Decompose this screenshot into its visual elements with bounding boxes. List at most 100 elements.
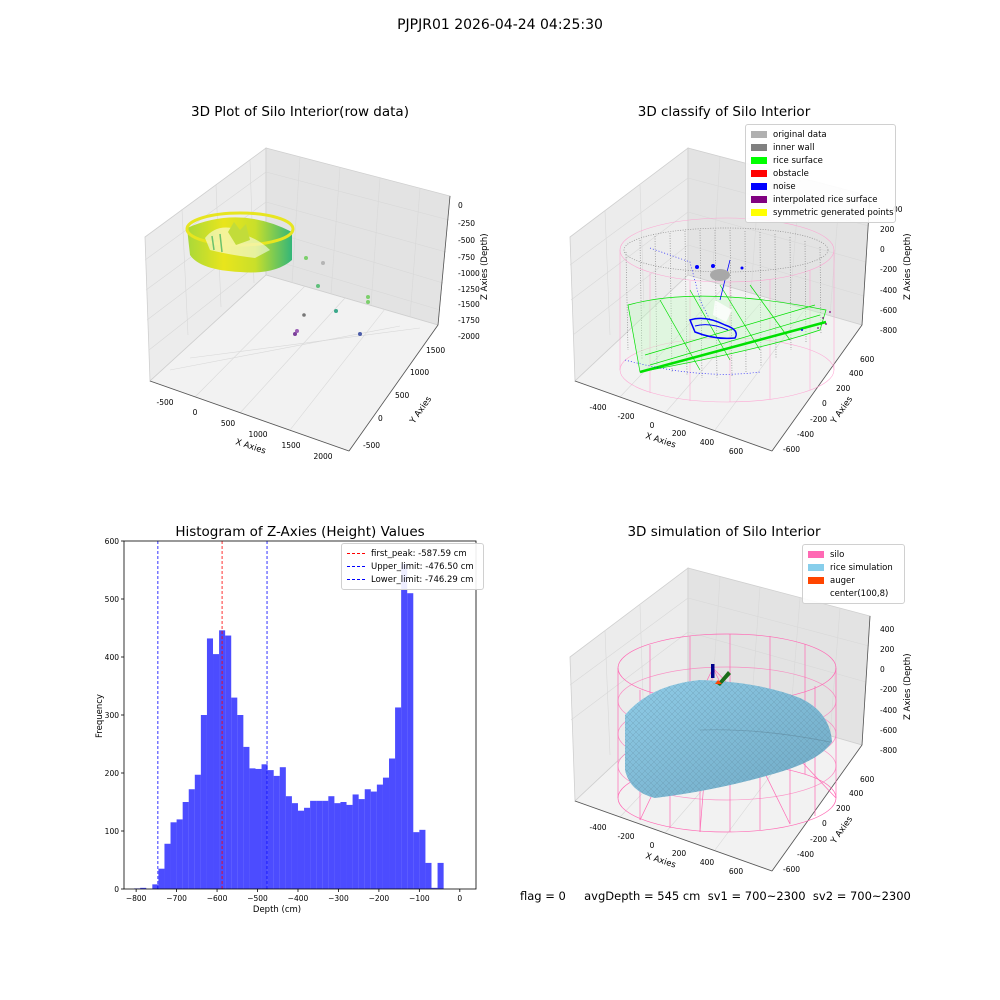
p2-ylabel: Y Axies	[829, 394, 856, 426]
hist-xtick-label: −800	[126, 894, 147, 903]
p4-xtick-5: 600	[729, 867, 744, 876]
hist-bar	[273, 775, 280, 889]
p1-ytick-3: 1000	[410, 368, 429, 377]
p2-xtick-2: 0	[650, 421, 655, 430]
p4-zlabel: Z Axies (Depth)	[903, 653, 913, 720]
p4-ytick-6: 600	[860, 775, 875, 784]
hist-bar	[407, 593, 414, 889]
panel4-legend: silo rice simulation auger center(100,8)	[802, 544, 905, 604]
panel1-axes-box	[144, 147, 451, 452]
p1-ztick-8: -2000	[458, 332, 480, 341]
panel4-y-ticks: -600 -400 -200 0 200 400 600	[783, 775, 875, 874]
legend-item: auger	[808, 574, 899, 587]
panel4-z-ticks: 400 200 0 -200 -400 -600 -800	[880, 625, 897, 755]
p4-xtick-3: 200	[672, 849, 687, 858]
p4-xtick-4: 400	[700, 858, 715, 867]
hist-bar	[225, 635, 232, 889]
p2-ztick-3: -400	[880, 286, 897, 295]
hist-ytick-label: 0	[114, 885, 119, 894]
p4-ztick-1: 200	[880, 645, 895, 654]
p1-ztick-0: 0	[458, 201, 463, 210]
panel1-z-ticks: 0 -250 -500 -750 -1000 -1250 -1500 -1750…	[458, 201, 480, 341]
panel2-title: 3D classify of Silo Interior	[637, 104, 811, 120]
p1-ztick-1: -250	[458, 219, 475, 228]
hist-xtick-label: −300	[328, 894, 349, 903]
legend-item: silo	[808, 548, 899, 561]
p2-ytick-1: -400	[797, 430, 814, 439]
hist-bar	[304, 807, 311, 889]
p4-xtick-0: -400	[589, 823, 606, 832]
panel1-title: 3D Plot of Silo Interior(row data)	[191, 104, 409, 120]
panel4-auger	[711, 664, 731, 686]
legend-line	[347, 579, 365, 580]
legend-item: rice surface	[751, 154, 890, 167]
p4-ylabel: Y Axies	[829, 814, 856, 846]
hist-ytick-label: 200	[105, 769, 120, 778]
p4-xtick-2: 0	[650, 841, 655, 850]
legend-item: symmetric generated points	[751, 206, 894, 219]
legend-swatch	[808, 564, 824, 571]
p1-xtick-2: 500	[221, 419, 236, 428]
hist-xtick-label: −100	[409, 894, 430, 903]
p4-ztick-4: -400	[880, 706, 897, 715]
hist-bar	[213, 654, 220, 889]
p2-xtick-5: 600	[729, 447, 744, 456]
hist-ytick-label: 300	[105, 711, 120, 720]
hist-xtick-label: −500	[247, 894, 268, 903]
legend-swatch	[751, 209, 767, 216]
p1-zlabel: Z Axies (Depth)	[480, 233, 490, 300]
legend-item: center(100,8)	[808, 587, 899, 600]
panel1-y-ticks: -500 0 500 1000 1500	[363, 346, 445, 450]
p4-ytick-5: 400	[849, 789, 864, 798]
legend-label: symmetric generated points	[773, 207, 894, 218]
p4-ztick-0: 400	[880, 625, 895, 634]
hist-bar	[370, 791, 377, 889]
legend-swatch	[751, 170, 767, 177]
p4-ytick-4: 200	[836, 804, 851, 813]
panel1-silo-points	[185, 211, 295, 273]
hist-bar	[219, 630, 226, 889]
hist-bar	[382, 777, 390, 889]
hist-bar	[279, 767, 286, 889]
legend-item: inner wall	[751, 141, 890, 154]
legend-item: Lower_limit: -746.29 cm	[347, 573, 478, 586]
legend-label: noise	[773, 181, 796, 192]
legend-label: rice surface	[773, 155, 823, 166]
p2-ytick-0: -600	[783, 445, 800, 454]
hist-bar	[291, 803, 298, 889]
p3-xlabel: Depth (cm)	[253, 905, 301, 915]
hist-xtick-label: −700	[166, 894, 187, 903]
p4-ztick-5: -600	[880, 726, 897, 735]
hist-bar	[419, 829, 426, 889]
hist-bar	[297, 810, 305, 889]
p4-ztick-6: -800	[880, 746, 897, 755]
p2-ytick-3: 0	[822, 399, 827, 408]
hist-bar	[389, 758, 396, 889]
hist-bar	[340, 802, 347, 889]
legend-swatch	[808, 590, 824, 597]
p4-xtick-1: -200	[617, 832, 634, 841]
p1-xtick-4: 1500	[281, 441, 300, 450]
p2-ztick-1: 0	[880, 245, 885, 254]
p2-xtick-0: -400	[589, 403, 606, 412]
p2-ytick-6: 600	[860, 355, 875, 364]
legend-label: interpolated rice surface	[773, 194, 878, 205]
legend-label: Upper_limit: -476.50 cm	[371, 561, 474, 572]
p1-ztick-3: -750	[458, 253, 475, 262]
hist-bar	[170, 822, 177, 889]
legend-swatch	[751, 144, 767, 151]
panel2-noise	[624, 247, 803, 375]
panel4-title: 3D simulation of Silo Interior	[627, 524, 821, 540]
hist-ytick-label: 400	[105, 653, 120, 662]
p1-xtick-5: 2000	[313, 452, 332, 461]
legend-item: Upper_limit: -476.50 cm	[347, 560, 478, 573]
hist-bar	[206, 638, 214, 889]
hist-bar	[364, 789, 371, 889]
hist-bar	[358, 799, 365, 889]
hist-bar	[395, 707, 402, 889]
figure-title: PJPJR01 2026-04-24 04:25:30	[397, 17, 603, 33]
hist-bar	[431, 887, 438, 889]
p1-ztick-6: -1500	[458, 300, 480, 309]
p1-xtick-1: 0	[193, 408, 198, 417]
p4-ztick-3: -200	[880, 685, 897, 694]
